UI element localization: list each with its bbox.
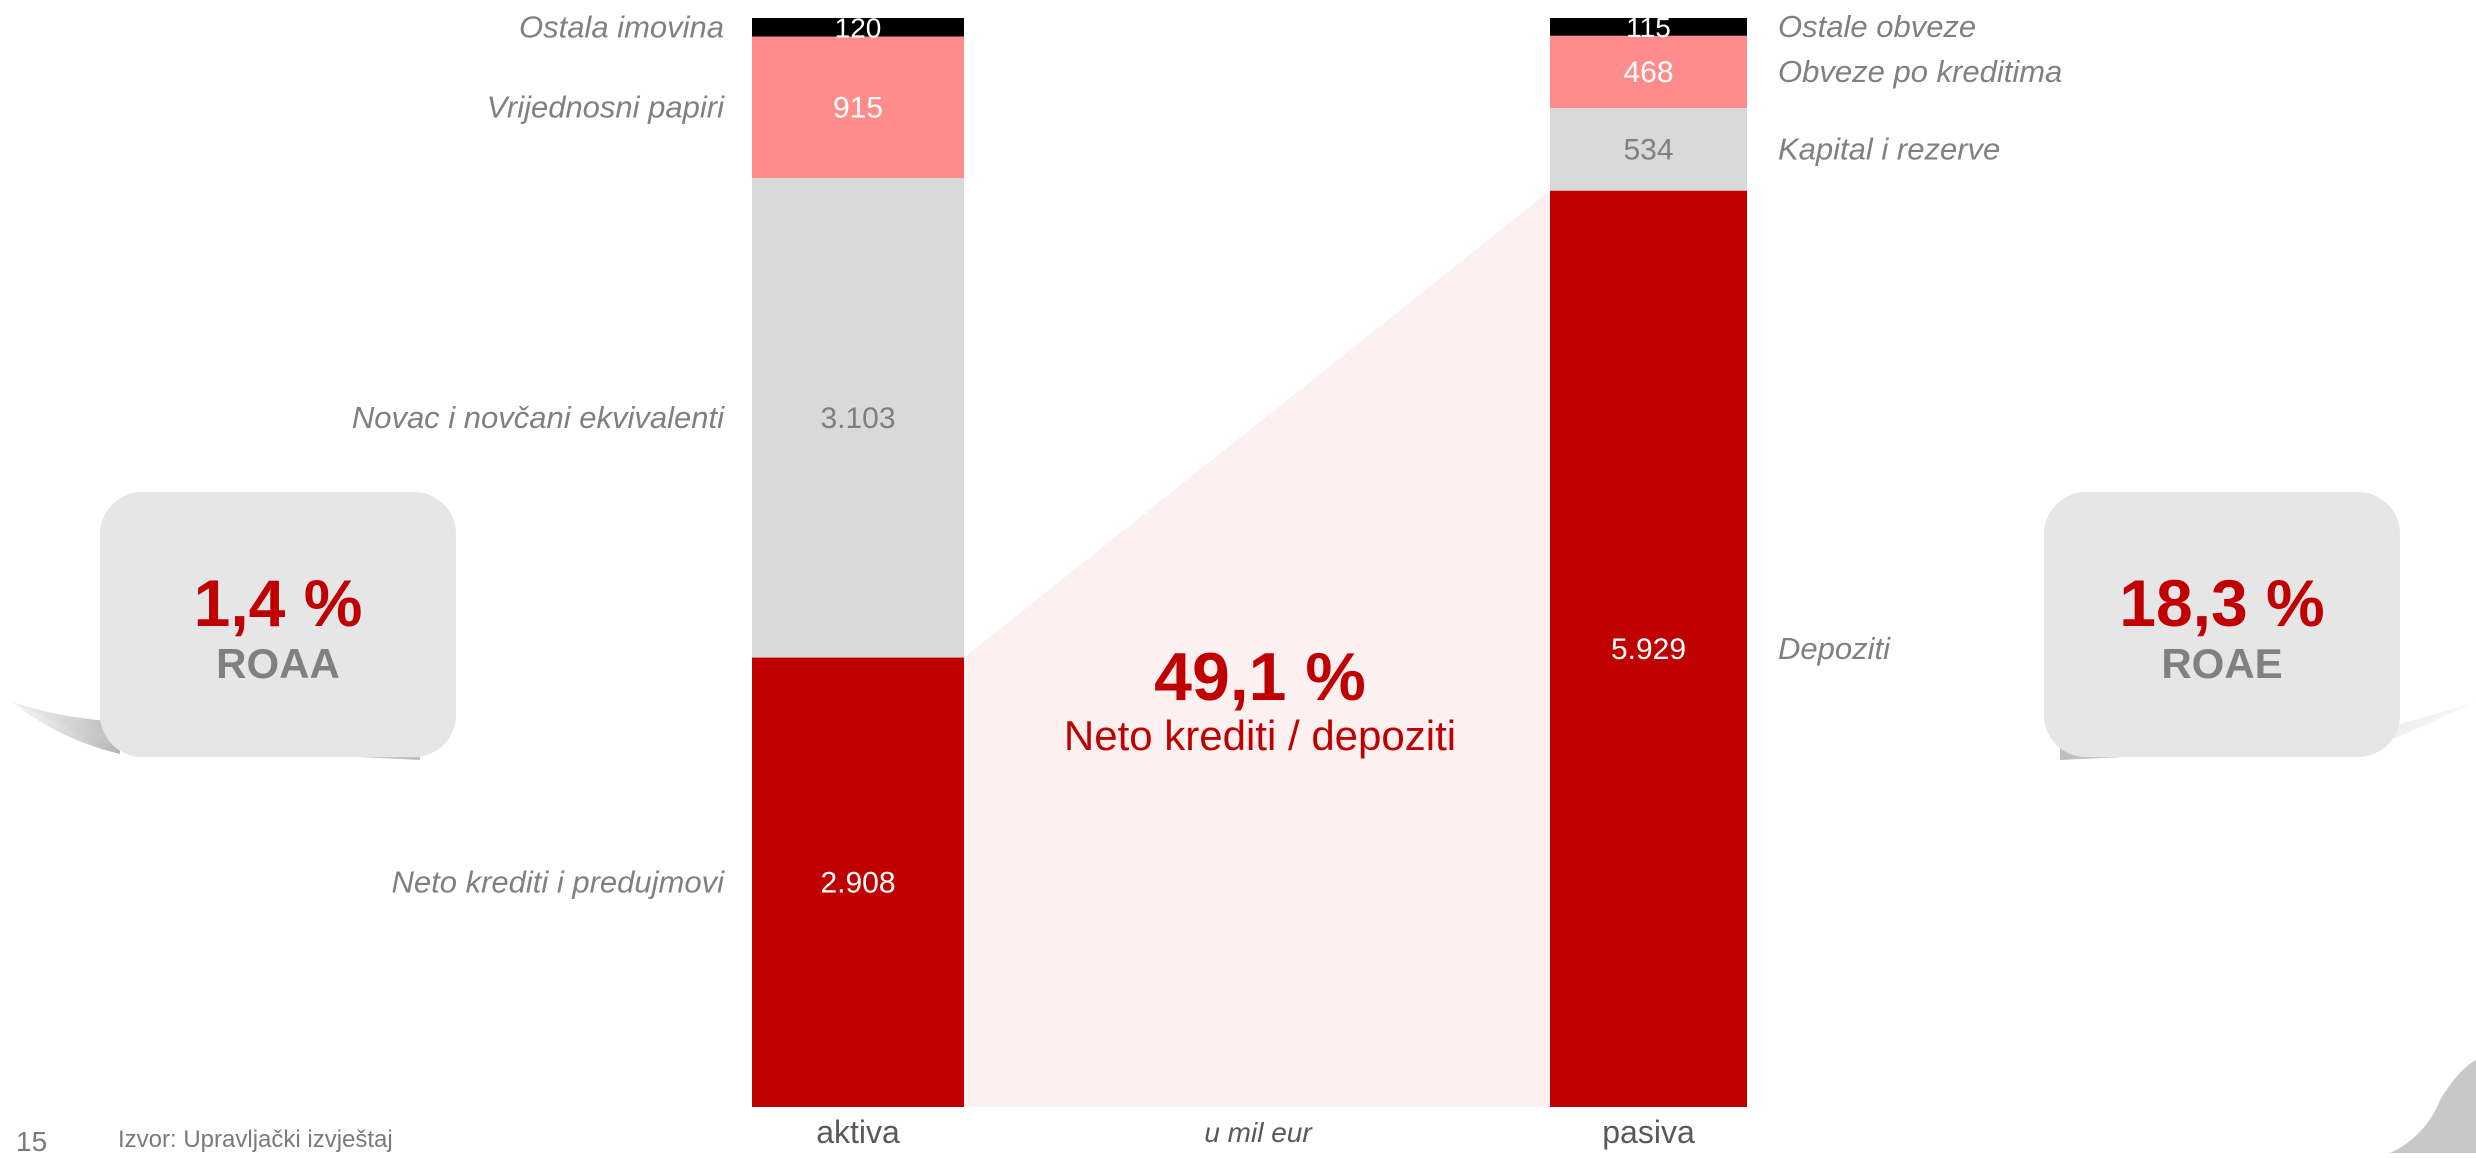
roae-stat-box: 18,3 % ROAE [2044,492,2476,760]
roaa-value: 1,4 % [194,566,363,640]
corner-arc-decoration [2390,1060,2476,1153]
aktiva-series-label-3: Ostala imovina [519,9,724,44]
ratio-connector-area [964,190,1550,1108]
page-number: 15 [16,1126,48,1157]
ratio-value: 49,1 % [1154,639,1366,715]
roaa-box [100,492,456,757]
aktiva-bar-segment-3 [752,18,964,37]
pasiva-value-label-0: 5.929 [1611,633,1686,666]
roaa-shadow [12,702,120,754]
aktiva-bar-segment-1 [752,177,964,658]
pasiva-bar-segment-2 [1550,35,1747,109]
aktiva-bar-segment-0 [752,657,964,1107]
roae-label: ROAE [2161,640,2282,687]
pasiva-bar-segment-3 [1550,18,1747,36]
pasiva-value-label-1: 534 [1623,133,1673,166]
pasiva-series-label-3: Ostale obveze [1778,9,1976,44]
source-note: Izvor: Upravljački izvještaj [118,1126,393,1153]
pasiva-bar-segment-0 [1550,190,1747,1108]
pasiva-series-label-1: Kapital i rezerve [1778,131,2000,166]
pasiva-value-label-3: 115 [1626,12,1671,43]
roaa-label: ROAA [216,640,340,687]
aktiva-value-label-2: 915 [833,91,883,124]
category-label-aktiva: aktiva [816,1114,900,1150]
pasiva-value-label-2: 468 [1623,56,1673,89]
ratio-label: Neto krediti / depoziti [1064,712,1456,759]
aktiva-series-label-2: Vrijednosni papiri [487,89,725,124]
aktiva-value-label-0: 2.908 [820,866,895,899]
category-label-pasiva: pasiva [1602,1114,1695,1150]
aktiva-value-label-3: 120 [835,12,882,43]
unit-note: u mil eur [1204,1117,1313,1148]
roaa-stat-box: 1,4 % ROAA [12,492,456,760]
roae-box [2044,492,2400,757]
pasiva-series-label-2: Obveze po kreditima [1778,54,2062,89]
aktiva-value-label-1: 3.103 [820,402,895,435]
roae-value: 18,3 % [2119,566,2324,640]
aktiva-series-label-1: Novac i novčani ekvivalenti [352,400,725,435]
pasiva-bar-segment-1 [1550,108,1747,191]
aktiva-bar-segment-2 [752,36,964,178]
pasiva-series-label-0: Depoziti [1778,631,1891,666]
aktiva-series-label-0: Neto krediti i predujmovi [391,864,725,899]
